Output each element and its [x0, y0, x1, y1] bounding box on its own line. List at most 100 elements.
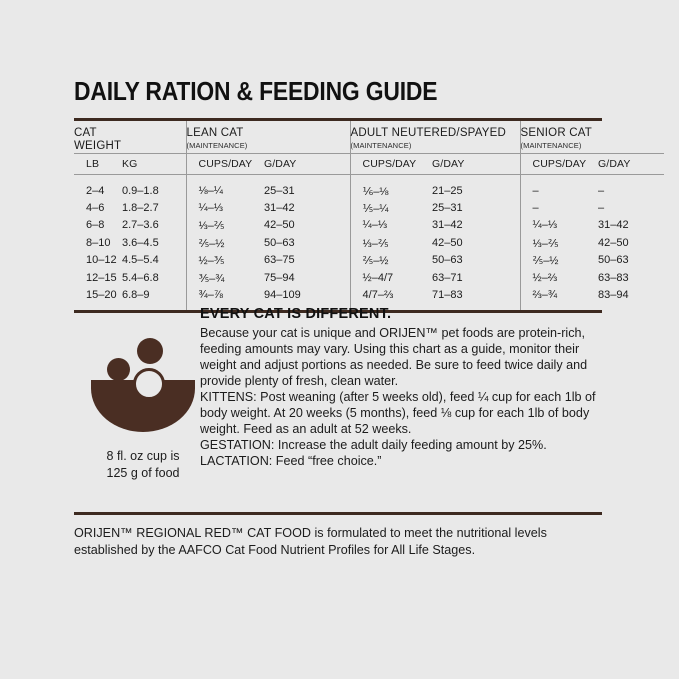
cell-senior-cups: ⅔–¾ — [519, 286, 599, 304]
table-row: 15–20 6.8–9 ¾–⅞ 94–109 4/7–⅔ 71–83 ⅔–¾ 83–94 — [74, 286, 664, 304]
subheader-adult-g-day: G/DAY — [432, 158, 465, 171]
group-header-maintenance: (MAINTENANCE) — [520, 141, 582, 151]
bowl-caption-line1: 8 fl. oz cup is — [106, 449, 180, 463]
cell-lean-cups: ½–⅗ — [185, 251, 265, 270]
aafco-statement: ORIJEN™ REGIONAL RED™ CAT FOOD is formul… — [74, 526, 547, 557]
subheader-senior-cups-day: CUPS/DAY — [519, 154, 599, 175]
cell-kg: 5.4–6.8 — [122, 271, 159, 284]
cell-lean-cups: ¼–⅓ — [185, 199, 265, 218]
cell-lb: 2–4 — [86, 184, 105, 197]
group-header-lean-cat: LEAN CAT (MAINTENANCE) — [185, 121, 351, 154]
cell-senior-cups: ½–⅔ — [519, 269, 599, 287]
cell-senior-cups: ⅖–½ — [519, 251, 599, 270]
table-spacer-row-bottom — [74, 303, 664, 311]
footer-top-rule — [74, 512, 602, 515]
table-group-header-row: CAT WEIGHT LEAN CAT (MAINTENANCE) ADULT … — [74, 121, 665, 154]
cell-lean-g: 94–109 — [264, 288, 301, 301]
group-header-line2: WEIGHT — [74, 140, 122, 153]
cell-senior-g: – — [598, 184, 605, 197]
cell-senior-cups: ¼–⅓ — [519, 217, 599, 235]
every-cat-text-block: EVERY CAT IS DIFFERENT. Because your cat… — [200, 306, 602, 470]
cell-adult-cups: ⅓–⅖ — [349, 234, 433, 252]
daily-ration-table: CAT WEIGHT LEAN CAT (MAINTENANCE) ADULT … — [74, 118, 665, 314]
cell-adult-cups: ½–4/7 — [349, 269, 433, 287]
cell-kg: 1.8–2.7 — [122, 202, 159, 214]
group-header-cat-weight: CAT WEIGHT — [74, 121, 186, 153]
kittens-paragraph: KITTENS: Post weaning (after 5 weeks old… — [200, 389, 596, 436]
cell-lean-g: 63–75 — [264, 254, 295, 267]
bowl-caption: 8 fl. oz cup is 125 g of food — [82, 448, 204, 482]
group-header-line1: LEAN CAT — [186, 127, 244, 139]
cell-senior-cups: ⅓–⅖ — [519, 234, 599, 252]
subheader-kg: KG — [122, 158, 138, 171]
cell-lb: 4–6 — [86, 202, 105, 214]
table-row: 4–6 1.8–2.7 ¼–⅓ 31–42 ⅕–¼ 25–31 – – — [74, 199, 664, 218]
group-header-senior-cat: SENIOR CAT (MAINTENANCE) — [519, 121, 665, 154]
group-header-line1: SENIOR CAT — [520, 127, 592, 139]
cell-lb: 15–20 — [86, 288, 117, 301]
cell-lb: 8–10 — [86, 236, 111, 249]
table-row: 2–4 0.9–1.8 ⅛–¼ 25–31 ⅙–⅛ 21–25 – – — [74, 182, 664, 200]
cell-senior-g: 83–94 — [598, 288, 629, 301]
cell-lean-cups: ⅗–¾ — [185, 269, 265, 287]
cell-lean-g: 50–63 — [264, 236, 295, 249]
gestation-paragraph: GESTATION: Increase the adult daily feed… — [200, 437, 547, 452]
cell-adult-g: 50–63 — [432, 254, 463, 267]
subheader-adult-cups-day: CUPS/DAY — [349, 154, 433, 175]
group-header-maintenance: (MAINTENANCE) — [350, 141, 412, 151]
cell-lean-cups: ¾–⅞ — [185, 286, 265, 304]
cell-senior-g: 50–63 — [598, 254, 629, 267]
cell-adult-cups: ¼–⅓ — [349, 217, 433, 235]
cell-senior-g: – — [598, 202, 605, 214]
subheader-divider-row — [74, 174, 665, 176]
cell-senior-g: 42–50 — [598, 236, 629, 249]
table-row: 8–10 3.6–4.5 ⅖–½ 50–63 ⅓–⅖ 42–50 ⅓–⅖ 42–50 — [74, 234, 664, 252]
page-title: DAILY RATION & FEEDING GUIDE — [74, 76, 438, 106]
aafco-statement-section: ORIJEN™ REGIONAL RED™ CAT FOOD is formul… — [74, 512, 602, 558]
bowl-illustration-block: 8 fl. oz cup is 125 g of food — [82, 332, 204, 482]
cell-kg: 0.9–1.8 — [122, 184, 159, 197]
table-row: 6–8 2.7–3.6 ⅓–⅖ 42–50 ¼–⅓ 31–42 ¼–⅓ 31–42 — [74, 217, 664, 235]
header-divider-row — [74, 153, 665, 155]
cell-kg: 4.5–5.4 — [122, 254, 159, 267]
cell-lean-cups: ⅓–⅖ — [185, 217, 265, 235]
subheader-lean-g-day: G/DAY — [264, 158, 297, 171]
cell-adult-cups: ⅕–¼ — [349, 199, 433, 218]
cell-adult-g: 21–25 — [432, 184, 463, 197]
table-top-rule — [74, 118, 602, 121]
cell-lean-cups: ⅛–¼ — [185, 182, 265, 200]
cell-adult-cups: 4/7–⅔ — [349, 286, 433, 304]
group-header-maintenance: (MAINTENANCE) — [186, 141, 248, 151]
table-spacer-row — [74, 175, 664, 183]
group-header-adult-neutered-spayed: ADULT NEUTERED/SPAYED (MAINTENANCE) — [349, 121, 521, 154]
bowl-caption-line2: 125 g of food — [106, 465, 180, 480]
subheader-lean-cups-day: CUPS/DAY — [185, 154, 265, 175]
table-body: 2–4 0.9–1.8 ⅛–¼ 25–31 ⅙–⅛ 21–25– –4–6 1.8–2.7 ¼–… — [74, 182, 664, 304]
cell-senior-cups: – — [519, 199, 599, 218]
cell-lean-cups: ⅖–½ — [185, 234, 265, 252]
cell-senior-g: 63–83 — [598, 271, 629, 284]
cell-adult-g: 63–71 — [432, 271, 463, 284]
table-subheader-row: LB KG CUPS/DAY G/DAY CUPS/DAY G/DAY CUPS… — [74, 154, 664, 175]
group-header-line1: CAT — [74, 127, 97, 139]
kibble-icon-rim — [133, 368, 165, 400]
food-bowl-icon — [91, 332, 195, 444]
cell-kg: 2.7–3.6 — [122, 219, 159, 232]
group-header-line1: ADULT NEUTERED/SPAYED — [350, 127, 506, 139]
cell-senior-g: 31–42 — [598, 219, 629, 232]
cell-kg: 3.6–4.5 — [122, 236, 159, 249]
table-row: 12–15 5.4–6.8 ⅗–¾ 75–94 ½–4/7 63–71 ½–⅔ 63–83 — [74, 269, 664, 287]
kibble-icon-top — [137, 338, 163, 364]
subheader-senior-g-day: G/DAY — [598, 158, 631, 171]
cell-lean-g: 75–94 — [264, 271, 295, 284]
cell-adult-g: 31–42 — [432, 219, 463, 232]
cell-adult-g: 42–50 — [432, 236, 463, 249]
cell-adult-cups: ⅖–½ — [349, 251, 433, 270]
table-row: 10–12 4.5–5.4 ½–⅗ 63–75 ⅖–½ 50–63 ⅖–½ 50–63 — [74, 251, 664, 270]
lactation-paragraph: LACTATION: Feed “free choice.” — [200, 453, 382, 468]
cell-lean-g: 25–31 — [264, 184, 295, 197]
cell-adult-g: 71–83 — [432, 288, 463, 301]
cell-adult-cups: ⅙–⅛ — [349, 182, 433, 200]
cell-lean-g: 42–50 — [264, 219, 295, 232]
